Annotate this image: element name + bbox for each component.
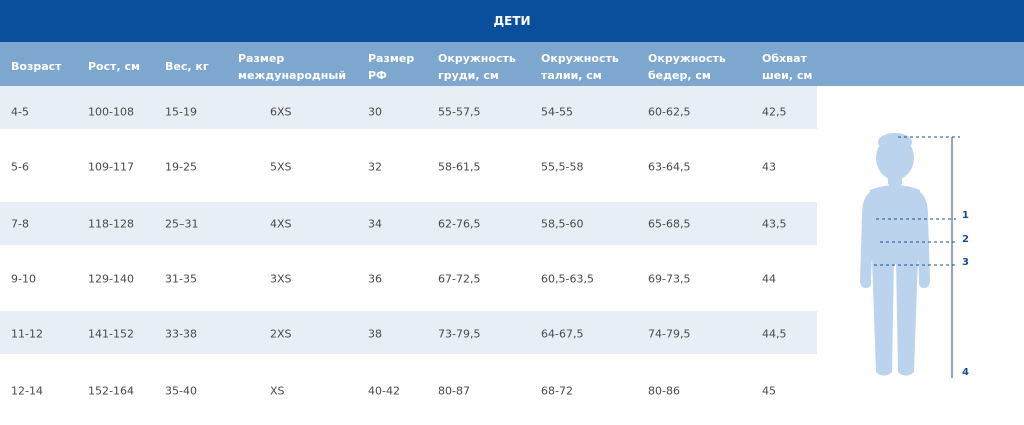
column-header-line: Окружность: [541, 52, 619, 65]
column-header-line: международный: [238, 69, 347, 82]
column-header-line: груди, см: [438, 69, 499, 82]
table-cell: 5XS: [270, 160, 292, 174]
table-cell: 64-67,5: [541, 327, 584, 341]
table-cell: 58,5-60: [541, 217, 584, 231]
table-cell: 60-62,5: [648, 105, 691, 119]
column-header-line: Окружность: [438, 52, 516, 65]
table-cell: 36: [368, 272, 382, 286]
column-header-line: Рост, см: [88, 60, 141, 73]
table-cell: 67-72,5: [438, 272, 481, 286]
table-row: [0, 202, 817, 245]
table-cell: 100-108: [88, 105, 134, 119]
table-row: [0, 86, 817, 129]
child-silhouette-icon: [860, 133, 930, 376]
table-cell: 3XS: [270, 272, 292, 286]
column-header: Возраст: [11, 58, 62, 75]
table-cell: 5-6: [11, 160, 29, 174]
measurement-lines: [874, 136, 960, 378]
column-header: Окружность бедер, см: [648, 50, 726, 84]
table-cell: 34: [368, 217, 382, 231]
column-header-line: Окружность: [648, 52, 726, 65]
table-cell: 42,5: [762, 105, 787, 119]
column-header: Окружность груди, см: [438, 50, 516, 84]
column-header: Вес, кг: [165, 58, 209, 75]
column-header: Окружность талии, см: [541, 50, 619, 84]
table-cell: 65-68,5: [648, 217, 691, 231]
column-header-line: Размер: [238, 52, 285, 65]
table-cell: 74-79,5: [648, 327, 691, 341]
table-cell: 73-79,5: [438, 327, 481, 341]
table-row: [0, 311, 817, 354]
column-header-line: Обхват: [762, 52, 807, 65]
column-header-line: талии, см: [541, 69, 602, 82]
table-cell: 19-25: [165, 160, 197, 174]
table-cell: 25–31: [165, 217, 199, 231]
table-cell: 62-76,5: [438, 217, 481, 231]
table-cell: 58-61,5: [438, 160, 481, 174]
table-cell: 31-35: [165, 272, 197, 286]
marker-2: 2: [962, 234, 969, 245]
table-cell: 109-117: [88, 160, 134, 174]
column-header: Размер РФ: [368, 50, 414, 84]
table-cell: XS: [270, 384, 285, 398]
table-header-row: Возраст Рост, см Вес, кг Размер международны…: [0, 42, 1024, 86]
table-cell: 11-12: [11, 327, 43, 341]
table-cell: 44,5: [762, 327, 787, 341]
table-cell: 12-14: [11, 384, 43, 398]
table-cell: 68-72: [541, 384, 573, 398]
column-header-line: Возраст: [11, 60, 62, 73]
table-cell: 4XS: [270, 217, 292, 231]
table-cell: 33-38: [165, 327, 197, 341]
table-cell: 54-55: [541, 105, 573, 119]
table-cell: 9-10: [11, 272, 36, 286]
table-title-banner: ДЕТИ: [0, 0, 1024, 42]
table-cell: 30: [368, 105, 382, 119]
column-header-line: шеи, см: [762, 69, 813, 82]
table-cell: 80-86: [648, 384, 680, 398]
column-header: Обхват шеи, см: [762, 50, 812, 84]
column-header: Рост, см: [88, 58, 140, 75]
table-cell: 32: [368, 160, 382, 174]
table-cell: 152-164: [88, 384, 134, 398]
table-title: ДЕТИ: [493, 14, 531, 28]
table-cell: 7-8: [11, 217, 29, 231]
table-cell: 80-87: [438, 384, 470, 398]
table-cell: 45: [762, 384, 776, 398]
table-cell: 63-64,5: [648, 160, 691, 174]
table-cell: 35-40: [165, 384, 197, 398]
column-header-line: бедер, см: [648, 69, 711, 82]
table-cell: 60,5-63,5: [541, 272, 594, 286]
table-cell: 118-128: [88, 217, 134, 231]
child-measurement-figure: 1 2 3 4: [840, 120, 1024, 390]
column-header: Размер международный: [238, 50, 346, 84]
column-header-line: Вес, кг: [165, 60, 209, 73]
marker-4: 4: [962, 367, 969, 378]
marker-1: 1: [962, 210, 969, 221]
table-cell: 38: [368, 327, 382, 341]
table-cell: 55,5-58: [541, 160, 584, 174]
table-cell: 44: [762, 272, 776, 286]
marker-3: 3: [962, 257, 969, 268]
table-cell: 129-140: [88, 272, 134, 286]
table-cell: 43: [762, 160, 776, 174]
column-header-line: РФ: [368, 69, 387, 82]
table-cell: 4-5: [11, 105, 29, 119]
table-cell: 141-152: [88, 327, 134, 341]
table-cell: 40-42: [368, 384, 400, 398]
table-cell: 2XS: [270, 327, 292, 341]
table-cell: 43,5: [762, 217, 787, 231]
table-cell: 55-57,5: [438, 105, 481, 119]
table-cell: 69-73,5: [648, 272, 691, 286]
table-cell: 15-19: [165, 105, 197, 119]
table-cell: 6XS: [270, 105, 292, 119]
column-header-line: Размер: [368, 52, 415, 65]
